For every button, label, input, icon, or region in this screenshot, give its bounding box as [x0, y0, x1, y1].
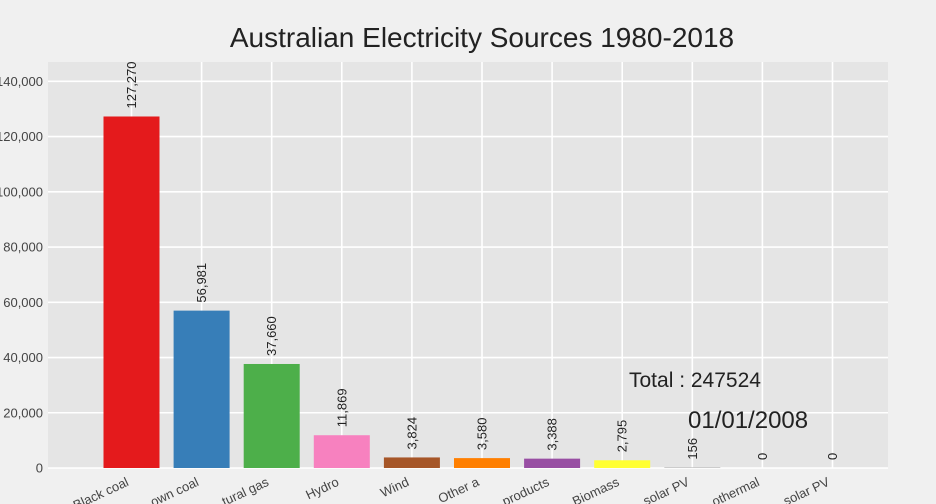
bar-value-label: 56,981 [194, 263, 209, 303]
bar [524, 458, 581, 468]
y-tick-label: 20,000 [3, 405, 43, 420]
bar [243, 363, 300, 468]
bar-value-label: 0 [825, 453, 840, 460]
x-tick-label: Hydro [303, 474, 341, 502]
x-tick-label: tural gas [219, 474, 271, 504]
x-tick-label: Other a [436, 474, 482, 504]
x-tick-label: Black coal [71, 474, 131, 504]
x-tick-label: Wind [378, 474, 411, 500]
x-tick-label: othermal [709, 474, 761, 504]
bar-value-label: 3,388 [545, 418, 560, 451]
bar [454, 458, 510, 468]
bar [103, 116, 160, 469]
x-tick-label: solar PV [641, 474, 692, 504]
x-tick-label: solar PV [781, 474, 832, 504]
bar-value-label: 156 [685, 438, 700, 460]
bar-value-label: 3,824 [404, 417, 419, 450]
bar [313, 435, 370, 468]
bar-value-label: 0 [755, 453, 770, 460]
y-tick-label: 140,000 [0, 74, 43, 89]
y-tick-label: 100,000 [0, 184, 43, 199]
y-tick-label: 0 [36, 461, 43, 476]
x-tick-label: Biomass [570, 474, 622, 504]
y-tick-label: 120,000 [0, 129, 43, 144]
bar [383, 457, 440, 468]
total-annotation: Total : 247524 [629, 369, 761, 392]
bar [594, 460, 651, 468]
x-tick-label: products [500, 474, 552, 504]
y-tick-label: 60,000 [3, 295, 43, 310]
chart-title: Australian Electricity Sources 1980-2018 [230, 22, 734, 53]
bars [103, 116, 721, 469]
x-tick-label: own coal [148, 474, 201, 504]
date-annotation: 01/01/2008 [688, 407, 808, 434]
bar-value-label: 37,660 [264, 316, 279, 356]
y-tick-label: 40,000 [3, 350, 43, 365]
y-tick-label: 80,000 [3, 240, 43, 255]
bar-value-label: 2,795 [615, 420, 630, 453]
bar-value-label: 127,270 [124, 61, 139, 108]
bar-value-label: 3,580 [475, 418, 490, 451]
bar [173, 310, 230, 468]
bar-value-label: 11,869 [334, 388, 349, 427]
